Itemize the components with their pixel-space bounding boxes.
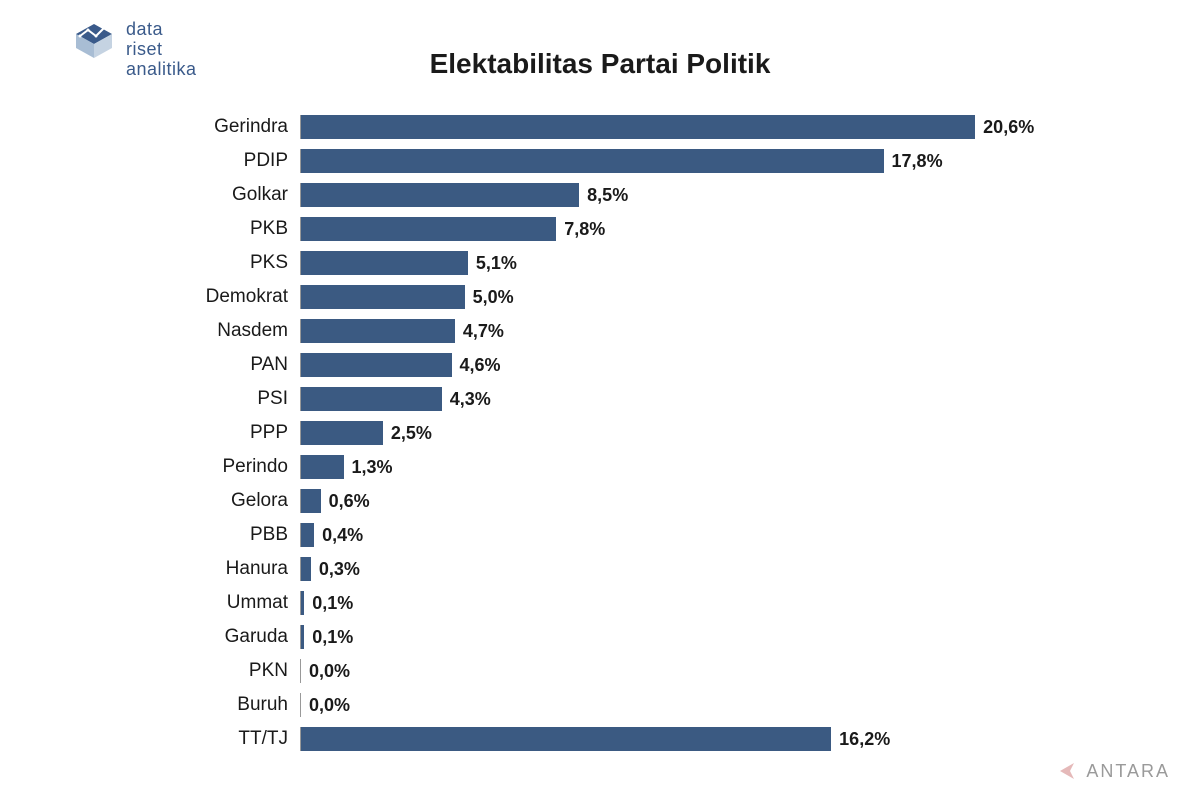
bar-label: TT/TJ [160, 728, 300, 750]
bar-row: PKB 7,8% [160, 212, 1060, 246]
bar-track: 0,1% [300, 591, 1060, 615]
bar [301, 421, 383, 445]
bar-value: 16,2% [839, 729, 890, 750]
bar-track: 1,3% [300, 455, 1060, 479]
bar-value: 2,5% [391, 423, 432, 444]
bar-track: 0,6% [300, 489, 1060, 513]
bar-label: Demokrat [160, 286, 300, 308]
bar-label: PKN [160, 660, 300, 682]
bar [301, 285, 465, 309]
bar-row: Gerindra 20,6% [160, 110, 1060, 144]
bar-value: 17,8% [892, 151, 943, 172]
bar [301, 149, 884, 173]
bar-track: 16,2% [300, 727, 1060, 751]
bar-label: Buruh [160, 694, 300, 716]
bar [301, 455, 344, 479]
bar-row: Hanura 0,3% [160, 552, 1060, 586]
bar-value: 0,6% [329, 491, 370, 512]
bar-value: 5,1% [476, 253, 517, 274]
bar [301, 319, 455, 343]
bar-row: PBB 0,4% [160, 518, 1060, 552]
bar-value: 20,6% [983, 117, 1034, 138]
bar-track: 5,0% [300, 285, 1060, 309]
bar-track: 0,0% [300, 659, 1060, 683]
bar-track: 0,1% [300, 625, 1060, 649]
bar-track: 8,5% [300, 183, 1060, 207]
bar [301, 387, 442, 411]
bar-label: Garuda [160, 626, 300, 648]
bar-label: PPP [160, 422, 300, 444]
bar [301, 217, 556, 241]
logo-line-1: data [126, 20, 197, 40]
bar-label: PAN [160, 354, 300, 376]
bar-value: 4,6% [460, 355, 501, 376]
bar [301, 251, 468, 275]
bar-track: 2,5% [300, 421, 1060, 445]
bar-value: 0,0% [309, 661, 350, 682]
bar-row: PKN 0,0% [160, 654, 1060, 688]
bar-track: 5,1% [300, 251, 1060, 275]
bar-label: PDIP [160, 150, 300, 172]
bar-label: Golkar [160, 184, 300, 206]
bar [301, 727, 831, 751]
bar-label: PSI [160, 388, 300, 410]
bar-value: 0,4% [322, 525, 363, 546]
bar-row: PSI 4,3% [160, 382, 1060, 416]
bar-track: 20,6% [300, 115, 1060, 139]
bar-value: 1,3% [352, 457, 393, 478]
bar-label: PKB [160, 218, 300, 240]
bar-value: 4,3% [450, 389, 491, 410]
bar-value: 0,1% [312, 593, 353, 614]
bar-label: Hanura [160, 558, 300, 580]
bar-value: 8,5% [587, 185, 628, 206]
bar-row: Perindo 1,3% [160, 450, 1060, 484]
bar-row: Gelora 0,6% [160, 484, 1060, 518]
bar [301, 625, 304, 649]
bar-value: 5,0% [473, 287, 514, 308]
bar-row: Golkar 8,5% [160, 178, 1060, 212]
bar-row: PDIP 17,8% [160, 144, 1060, 178]
bar-label: PBB [160, 524, 300, 546]
bar [301, 523, 314, 547]
bar-value: 0,0% [309, 695, 350, 716]
bar-label: Ummat [160, 592, 300, 614]
bar [301, 115, 975, 139]
bar [301, 353, 452, 377]
watermark-icon [1058, 760, 1080, 782]
bar-row: TT/TJ 16,2% [160, 722, 1060, 756]
bar-track: 4,3% [300, 387, 1060, 411]
bar [301, 489, 321, 513]
bar-track: 0,4% [300, 523, 1060, 547]
bar-label: PKS [160, 252, 300, 274]
bar-label: Nasdem [160, 320, 300, 342]
bar-track: 4,7% [300, 319, 1060, 343]
bar-row: Ummat 0,1% [160, 586, 1060, 620]
chart-area: Gerindra20,6%PDIP17,8%Golkar8,5%PKB7,8%P… [160, 110, 1060, 756]
bar-row: Nasdem 4,7% [160, 314, 1060, 348]
bar [301, 183, 579, 207]
bar-value: 0,3% [319, 559, 360, 580]
bar-track: 0,0% [300, 693, 1060, 717]
bar-row: PKS 5,1% [160, 246, 1060, 280]
watermark: ANTARA [1058, 760, 1170, 782]
bar-value: 0,1% [312, 627, 353, 648]
bar-row: Garuda 0,1% [160, 620, 1060, 654]
bar-label: Perindo [160, 456, 300, 478]
bar-label: Gelora [160, 490, 300, 512]
bar-track: 0,3% [300, 557, 1060, 581]
bar-track: 4,6% [300, 353, 1060, 377]
bar-row: Demokrat 5,0% [160, 280, 1060, 314]
watermark-text: ANTARA [1086, 761, 1170, 782]
bar-value: 7,8% [564, 219, 605, 240]
bar-label: Gerindra [160, 116, 300, 138]
bar-track: 17,8% [300, 149, 1060, 173]
bar-track: 7,8% [300, 217, 1060, 241]
bar-row: Buruh 0,0% [160, 688, 1060, 722]
bar-row: PPP 2,5% [160, 416, 1060, 450]
bar [301, 557, 311, 581]
bar-row: PAN 4,6% [160, 348, 1060, 382]
bar-value: 4,7% [463, 321, 504, 342]
bar [301, 591, 304, 615]
chart-title: Elektabilitas Partai Politik [0, 48, 1200, 80]
